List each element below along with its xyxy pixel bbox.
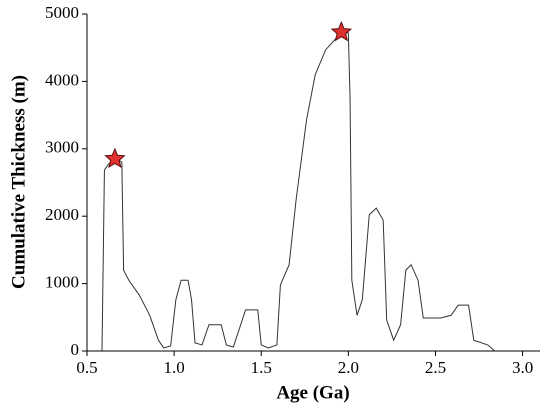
- star-marker: [330, 20, 353, 42]
- y-tick-label: 5000: [45, 3, 79, 22]
- star-marker: [104, 147, 126, 169]
- y-tick-label: 3000: [45, 138, 79, 157]
- x-tick-label: 2.0: [338, 358, 359, 377]
- y-tick-label: 1000: [45, 273, 79, 292]
- y-tick-label: 0: [71, 340, 80, 359]
- x-tick-label: 2.5: [425, 358, 446, 377]
- data-line: [101, 31, 496, 352]
- y-tick-label: 4000: [45, 70, 79, 89]
- x-tick-label: 0.5: [76, 358, 97, 377]
- y-tick-label: 2000: [45, 205, 79, 224]
- x-tick-label: 1.5: [251, 358, 272, 377]
- x-axis-label: Age (Ga): [276, 382, 349, 403]
- x-tick-label: 3.0: [512, 358, 533, 377]
- y-axis-label: Cumulative Thickness (m): [8, 75, 29, 289]
- x-tick-label: 1.0: [163, 358, 184, 377]
